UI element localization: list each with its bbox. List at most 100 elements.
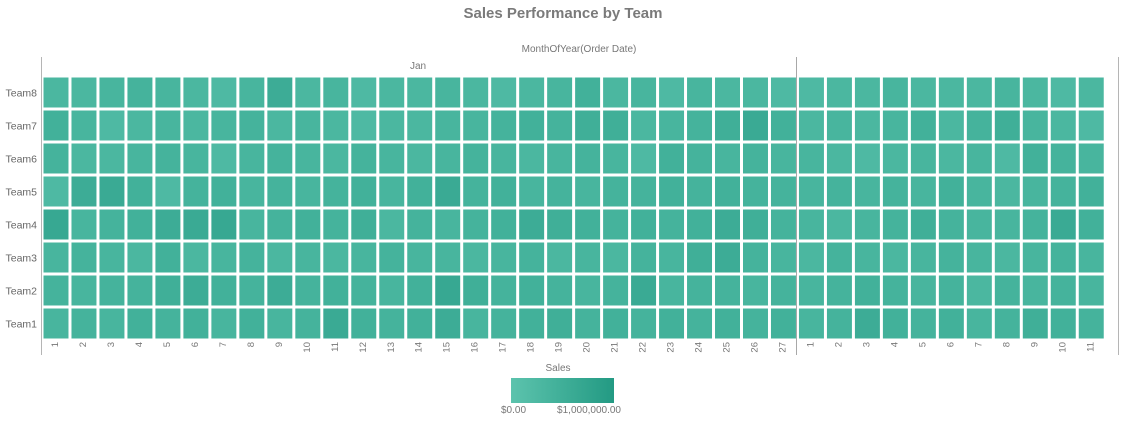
heatmap-cell [1078,143,1104,174]
column-label: 4 [134,342,145,347]
heatmap-cell [715,209,740,240]
heatmap-cell [743,143,768,174]
heatmap-cell [379,77,405,108]
column-label: 11 [330,342,341,352]
heatmap-cell [994,308,1020,339]
heatmap-cell [854,143,880,174]
heatmap-cell [882,143,908,174]
column-label: 3 [106,342,117,347]
heatmap-cell [519,110,545,141]
heatmap-cell [770,308,796,339]
heatmap-cell [407,143,433,174]
heatmap-cell [603,242,629,273]
heatmap-cell [659,143,685,174]
heatmap-cell [127,143,153,174]
heatmap-cell [631,176,657,207]
heatmap-cells [43,77,1104,339]
heatmap-cell [938,209,964,240]
column-label: 8 [246,342,257,347]
heatmap-cell [323,176,349,207]
column-label: 11 [1085,342,1096,352]
heatmap-cell [854,242,880,273]
heatmap-cell [910,308,936,339]
heatmap-cell [659,308,685,339]
heatmap-cell [295,110,321,141]
heatmap-cell [71,209,97,240]
heatmap-cell [239,176,265,207]
heatmap-cell [463,275,489,306]
heatmap-cell [575,209,601,240]
heatmap-cell [1050,77,1076,108]
heatmap-cell [519,77,545,108]
heatmap-cell [491,176,517,207]
column-label: 20 [582,342,593,353]
heatmap-cell [743,176,768,207]
heatmap-cell [882,110,908,141]
heatmap-cell [687,242,713,273]
column-label: 2 [78,342,89,347]
heatmap-cell [43,275,69,306]
heatmap-cell [687,143,713,174]
heatmap-cell [547,77,573,108]
row-labels: Team8 Team7 Team6 Team5 Team4 Team3 Team2 Team1 [5,88,37,331]
heatmap-cell [826,275,852,306]
heatmap-cell [407,242,433,273]
heatmap-cell [435,209,461,240]
heatmap-cell [267,176,293,207]
heatmap-cell [547,242,573,273]
heatmap-cell [910,110,936,141]
heatmap-cell [71,110,97,141]
row-label: Team4 [5,220,37,232]
heatmap-cell [687,209,713,240]
heatmap-cell [659,209,685,240]
column-label: 6 [945,342,956,347]
heatmap-cell [938,176,964,207]
heatmap-cell [267,143,293,174]
heatmap-cell [295,209,321,240]
heatmap-cell [910,176,936,207]
heatmap-cell [127,110,153,141]
heatmap-cell [882,308,908,339]
heatmap-cell [938,308,964,339]
heatmap-cell [127,77,153,108]
heatmap-cell [323,77,349,108]
heatmap-cell [211,209,237,240]
heatmap-cell [323,143,349,174]
heatmap-cell [99,308,125,339]
heatmap-cell [938,242,964,273]
heatmap-cell [519,143,545,174]
heatmap-cell [743,308,768,339]
row-label: Team2 [5,286,37,298]
heatmap-cell [351,209,377,240]
column-label: 2 [833,342,844,347]
heatmap-cell [547,110,573,141]
heatmap-cell [127,176,153,207]
heatmap-cell [743,77,768,108]
column-label: 18 [526,342,537,353]
heatmap-cell [351,242,377,273]
heatmap-cell [155,275,181,306]
heatmap-cell [71,242,97,273]
month-header-jan: Jan [410,61,426,72]
heatmap-cell [798,176,824,207]
heatmap-cell [379,242,405,273]
column-label: 22 [638,342,649,353]
heatmap-cell [407,308,433,339]
heatmap-cell [994,242,1020,273]
heatmap-cell [826,242,852,273]
heatmap-cell [798,308,824,339]
heatmap-cell [99,209,125,240]
heatmap-cell [351,176,377,207]
heatmap-cell [547,308,573,339]
row-label: Team7 [5,121,37,133]
heatmap-cell [519,242,545,273]
heatmap-cell [1050,275,1076,306]
heatmap-cell [770,143,796,174]
heatmap-cell [1022,275,1048,306]
heatmap-cell [854,77,880,108]
heatmap-cell [211,176,237,207]
heatmap-cell [99,143,125,174]
heatmap-cell [798,209,824,240]
heatmap-cell [463,242,489,273]
row-label: Team1 [5,319,37,331]
